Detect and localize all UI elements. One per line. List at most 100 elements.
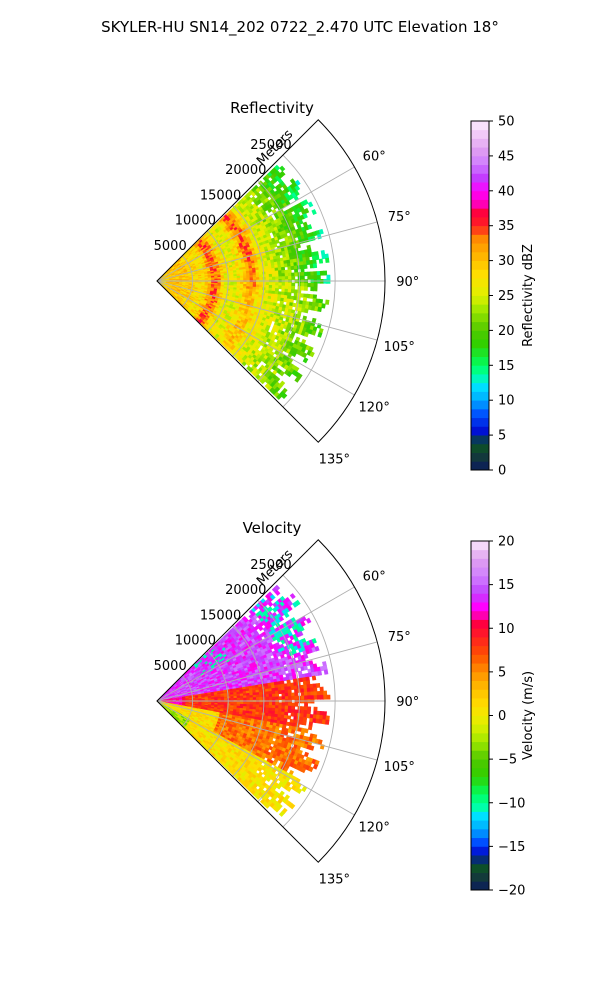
radar-cell bbox=[296, 243, 301, 249]
radar-cell bbox=[268, 276, 273, 281]
radar-cell bbox=[284, 272, 289, 277]
colorbar-segment bbox=[471, 260, 489, 270]
radar-cell bbox=[288, 275, 293, 280]
colorbar-segment bbox=[471, 330, 489, 340]
colorbar-segment bbox=[471, 417, 489, 427]
colorbar-segment bbox=[471, 312, 489, 323]
colorbar-segment bbox=[471, 216, 489, 227]
colorbar-segment bbox=[471, 199, 489, 209]
radar-cell bbox=[287, 288, 292, 294]
radar-cell bbox=[284, 276, 289, 281]
colorbar-segment bbox=[471, 400, 489, 410]
radar-cell bbox=[284, 269, 289, 274]
radar-cell bbox=[291, 275, 296, 280]
radar-cell bbox=[284, 282, 289, 287]
radar-cell bbox=[303, 271, 308, 277]
radar-cell bbox=[281, 269, 286, 274]
radar-cell bbox=[316, 274, 321, 280]
azimuth-tick-label: 60° bbox=[363, 150, 386, 165]
radar-cell bbox=[279, 165, 286, 172]
radar-cell bbox=[319, 270, 324, 276]
range-tick-label: 15000 bbox=[200, 188, 241, 203]
colorbar-segment bbox=[471, 408, 489, 419]
radar-cell bbox=[268, 270, 273, 275]
radar-cell bbox=[313, 271, 318, 276]
radar-cell bbox=[307, 282, 312, 288]
radar-cell bbox=[304, 282, 309, 288]
radar-cell bbox=[291, 285, 296, 291]
colorbar-tick-label: 50 bbox=[498, 115, 515, 130]
radar-cell bbox=[243, 277, 248, 281]
colorbar-tick-label: 30 bbox=[498, 254, 515, 269]
radar-cell bbox=[259, 276, 264, 281]
radar-cell bbox=[300, 275, 305, 280]
colorbar-segment bbox=[471, 356, 489, 366]
azimuth-tick-label: 75° bbox=[388, 210, 411, 225]
radar-cell bbox=[265, 282, 270, 286]
radar-cell bbox=[275, 239, 280, 244]
radar-cell bbox=[255, 277, 260, 281]
radar-cell bbox=[249, 277, 254, 281]
radar-cell bbox=[307, 201, 314, 208]
radar-cell bbox=[326, 274, 331, 280]
radar-cell bbox=[252, 277, 257, 281]
radar-cell bbox=[262, 274, 267, 278]
radar-cell bbox=[307, 271, 312, 277]
radar-cell bbox=[265, 273, 270, 278]
radar-cell bbox=[313, 282, 318, 288]
colorbar-segment bbox=[471, 190, 489, 200]
range-tick-label: 5000 bbox=[154, 239, 187, 254]
radar-cell bbox=[288, 282, 292, 287]
radar-cell bbox=[294, 272, 299, 277]
panel-title: Reflectivity bbox=[230, 99, 314, 117]
radar-cell bbox=[321, 303, 326, 309]
radar-cell bbox=[280, 266, 286, 271]
radar-cell bbox=[318, 298, 324, 304]
colorbar-segment bbox=[471, 426, 489, 436]
colorbar-segment bbox=[471, 391, 489, 401]
colorbar-tick-label: 5 bbox=[498, 429, 506, 444]
radar-cell bbox=[268, 273, 273, 278]
colorbar-segment bbox=[471, 295, 489, 305]
radar-cell bbox=[255, 274, 260, 278]
azimuth-tick-label: 90° bbox=[396, 275, 419, 290]
colorbar-tick-label: 35 bbox=[498, 219, 515, 234]
radar-cell bbox=[302, 357, 309, 364]
colorbar-segment bbox=[471, 443, 489, 453]
radar-cell bbox=[275, 282, 280, 287]
colorbar-segment bbox=[471, 155, 489, 166]
colorbar-segment bbox=[471, 435, 489, 445]
radar-cell bbox=[281, 276, 286, 281]
colorbar-segment bbox=[471, 147, 489, 157]
radar-cell bbox=[291, 272, 296, 277]
data-field bbox=[156, 164, 331, 400]
radar-cell bbox=[325, 299, 330, 305]
colorbar-segment bbox=[471, 321, 489, 331]
colorbar-segment bbox=[471, 173, 489, 183]
radar-cell bbox=[294, 268, 299, 274]
azimuth-tick-label: 120° bbox=[359, 400, 390, 415]
colorbar-tick-label: 20 bbox=[498, 324, 515, 339]
radar-cell bbox=[312, 263, 318, 269]
radar-cell bbox=[313, 275, 318, 280]
colorbar-segment bbox=[471, 286, 489, 296]
colorbar-segment bbox=[471, 234, 489, 244]
radar-cell bbox=[313, 286, 318, 292]
radar-cell bbox=[272, 243, 278, 248]
radar-cell bbox=[311, 209, 317, 215]
azimuth-tick-label: 105° bbox=[384, 340, 415, 355]
radar-cell bbox=[262, 282, 267, 286]
reflectivity-panel: Reflectivity500010000150002000025000Mete… bbox=[154, 99, 536, 479]
radar-cell bbox=[310, 286, 315, 292]
radar-cell bbox=[287, 285, 292, 290]
radar-cell bbox=[265, 276, 270, 281]
colorbar-tick-label: 25 bbox=[498, 289, 515, 304]
radar-cell bbox=[271, 273, 276, 278]
radar-cell bbox=[239, 697, 244, 701]
radar-cell bbox=[300, 268, 305, 273]
radar-cell bbox=[300, 282, 305, 288]
radar-cell bbox=[317, 306, 322, 313]
radar-cell bbox=[274, 270, 279, 275]
